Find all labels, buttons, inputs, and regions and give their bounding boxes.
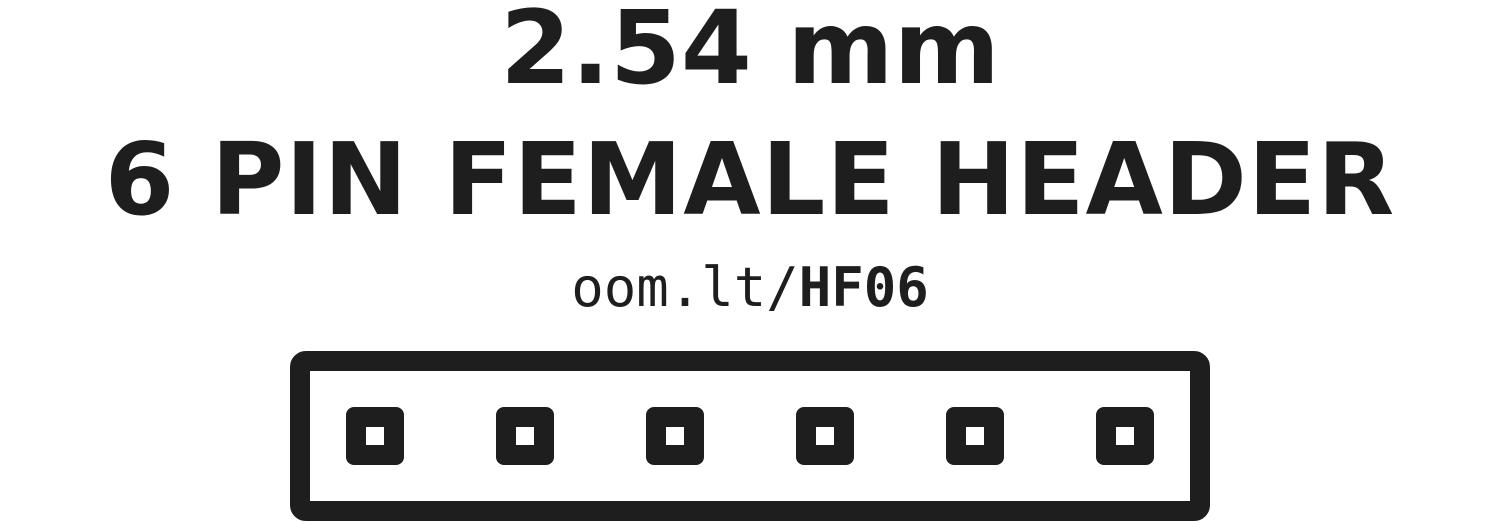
url-code: HF06 (798, 256, 929, 319)
pin-4 (796, 407, 854, 465)
pin-2 (496, 407, 554, 465)
header-outline (290, 351, 1210, 521)
pitch-title: 2.54 mm (500, 0, 1000, 108)
pin-hole (516, 427, 534, 445)
pin-hole (966, 427, 984, 445)
pin-3 (646, 407, 704, 465)
pin-hole (1116, 427, 1134, 445)
pin-hole (366, 427, 384, 445)
pin-hole (816, 427, 834, 445)
product-title: 6 PIN FEMALE HEADER (104, 121, 1396, 238)
pin-hole (666, 427, 684, 445)
pin-5 (946, 407, 1004, 465)
url-prefix: oom.lt/ (571, 256, 799, 319)
product-url[interactable]: oom.lt/HF06 (0, 258, 1500, 318)
pin-6 (1096, 407, 1154, 465)
pin-1 (346, 407, 404, 465)
